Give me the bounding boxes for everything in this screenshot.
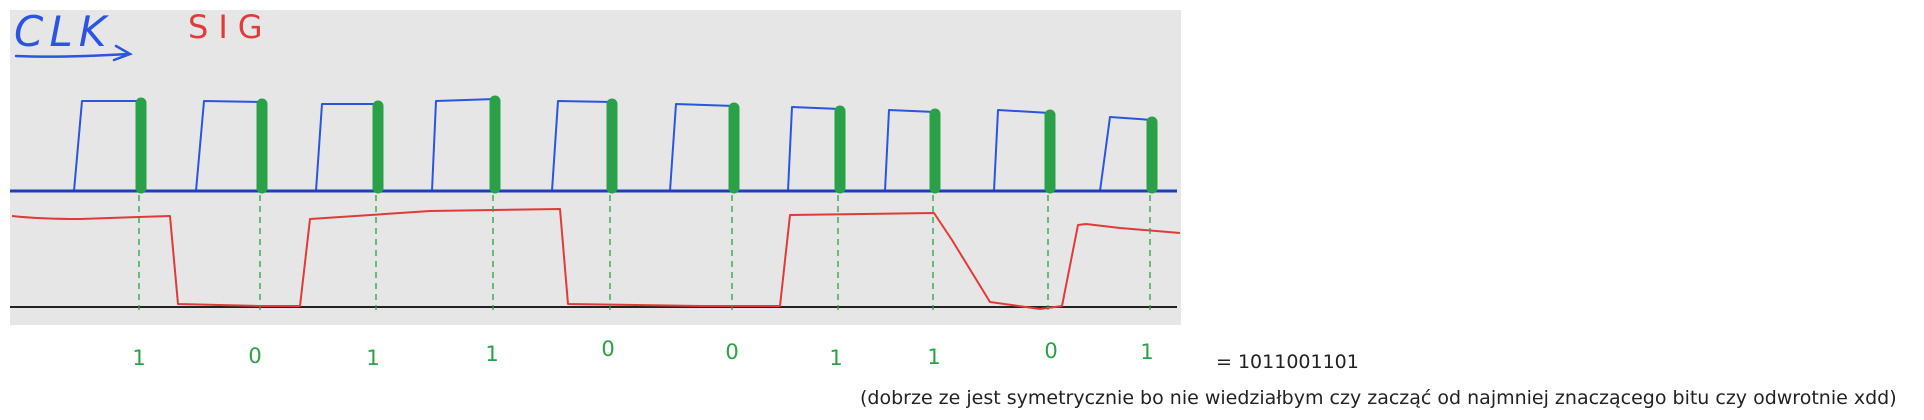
sig-label: SIG: [188, 8, 273, 46]
signal-waveform: [11, 208, 1181, 310]
note-text: (dobrze ze jest symetrycznie bo nie wied…: [860, 387, 1897, 409]
bit-value: 1: [1140, 340, 1153, 364]
clk-label: CLK: [14, 7, 112, 56]
bit-value: 0: [1044, 339, 1057, 363]
bit-value: 0: [725, 340, 738, 364]
clk-arrow-icon: [14, 44, 133, 62]
binary-result: = 1011001101: [1216, 351, 1359, 373]
bit-value: 1: [927, 345, 940, 369]
bit-value: 1: [829, 346, 842, 370]
bit-value: 0: [601, 337, 614, 361]
bit-value: 1: [366, 346, 379, 370]
drawing-panel: [10, 10, 1181, 325]
bit-value: 1: [132, 346, 145, 370]
bit-value: 0: [248, 344, 261, 368]
bit-value: 1: [485, 342, 498, 366]
